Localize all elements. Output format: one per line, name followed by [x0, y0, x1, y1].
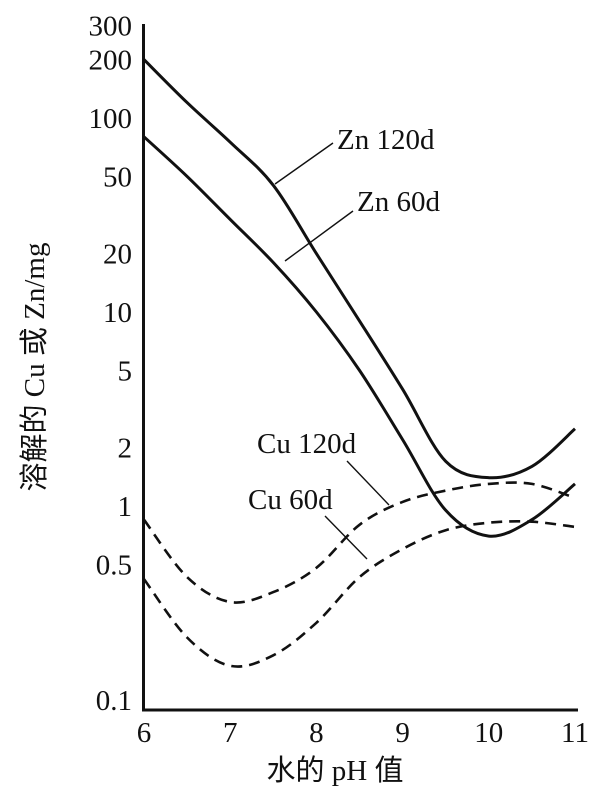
x-tick-label: 11	[561, 717, 589, 749]
y-axis-title: 溶解的 Cu 或 Zn/mg	[18, 243, 51, 492]
x-tick-label: 8	[309, 717, 324, 749]
curve-label-cu-60d: Cu 60d	[248, 484, 333, 516]
leader-line-zn-60d	[284, 210, 354, 262]
y-tick-label: 0.1	[96, 685, 132, 717]
y-tick-label: 100	[89, 103, 133, 135]
y-tick-label: 10	[103, 297, 132, 329]
leader-line-cu-120d	[346, 460, 390, 506]
curve-cu-120d	[142, 481, 576, 604]
y-tick-label: 50	[103, 161, 132, 193]
x-tick-label: 6	[137, 717, 152, 749]
y-tick-label: 5	[118, 355, 133, 387]
curve-label-zn-60d: Zn 60d	[357, 186, 440, 218]
x-axis-title: 水的 pH 值	[267, 754, 404, 787]
y-tick-label: 0.5	[96, 549, 132, 581]
x-tick-label: 7	[223, 717, 238, 749]
y-tick-label: 200	[89, 45, 133, 77]
x-tick-label: 9	[395, 717, 410, 749]
curve-zn-60d	[142, 135, 576, 538]
y-tick-label: 2	[118, 433, 133, 465]
leader-line-zn-120d	[274, 142, 334, 185]
leader-line-cu-60d	[324, 515, 368, 560]
y-tick-label: 300	[89, 10, 133, 42]
x-tick-label: 10	[474, 717, 503, 749]
curve-cu-60d	[142, 520, 576, 668]
curve-label-zn-120d: Zn 120d	[337, 124, 435, 156]
y-tick-label: 1	[118, 491, 133, 523]
curve-zn-120d	[142, 58, 576, 480]
y-tick-label: 20	[103, 239, 132, 271]
curve-label-cu-120d: Cu 120d	[257, 428, 357, 460]
